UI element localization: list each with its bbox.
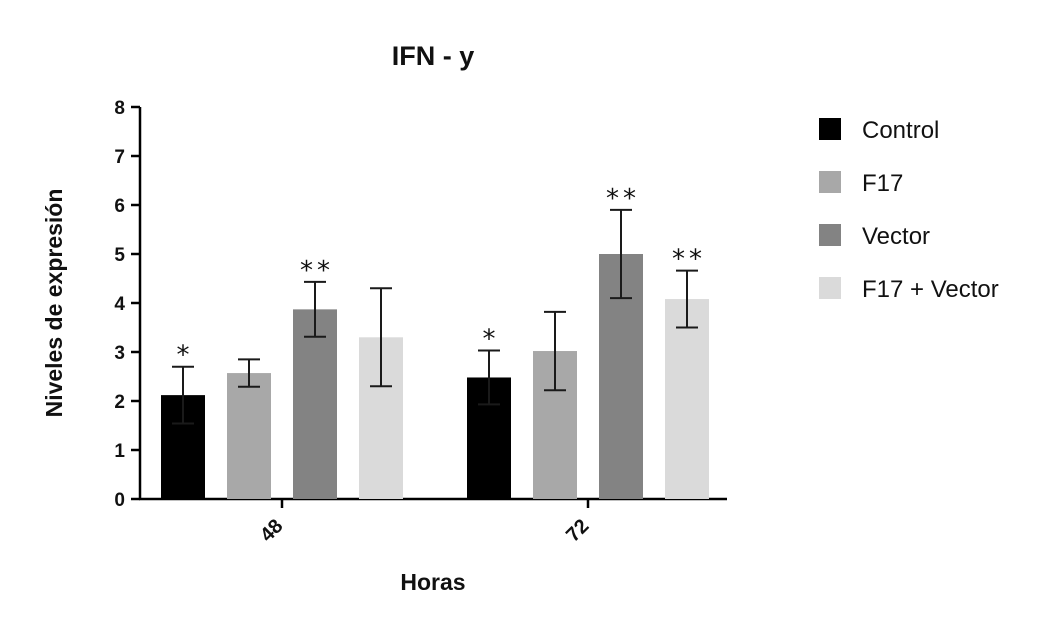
significance-marker: * [483, 325, 500, 355]
x-tick-label: 48 [256, 515, 287, 546]
legend-swatch [819, 224, 841, 246]
bars-group: ******** [161, 184, 709, 499]
legend: Control F17 Vector F17 + Vector [819, 117, 999, 303]
bar [665, 299, 709, 499]
x-tick-label: 72 [562, 515, 593, 546]
x-axis-label: Horas [400, 569, 465, 595]
y-tick-label: 3 [114, 343, 125, 364]
y-axis-ticks: 0 1 2 3 4 5 6 7 8 [114, 98, 140, 511]
significance-marker: * [177, 341, 194, 371]
legend-label: Vector [862, 223, 930, 250]
y-tick-label: 2 [114, 392, 125, 413]
y-tick-label: 5 [114, 245, 125, 266]
y-tick-label: 1 [114, 441, 125, 462]
legend-swatch [819, 277, 841, 299]
y-tick-label: 8 [114, 98, 125, 119]
significance-marker: ** [672, 245, 706, 275]
y-tick-label: 7 [114, 147, 125, 168]
bar [293, 309, 337, 499]
y-axis-label: Niveles de expresión [41, 189, 67, 418]
significance-marker: ** [300, 256, 334, 286]
legend-label: Control [862, 117, 939, 144]
y-tick-label: 4 [114, 294, 125, 315]
y-tick-label: 6 [114, 196, 125, 217]
significance-marker: ** [606, 184, 640, 214]
y-tick-label: 0 [114, 490, 125, 511]
bar [227, 373, 271, 499]
legend-swatch [819, 171, 841, 193]
legend-label: F17 + Vector [862, 276, 999, 303]
legend-swatch [819, 118, 841, 140]
legend-label: F17 [862, 170, 903, 197]
chart-title: IFN - y [392, 41, 475, 71]
x-axis-ticks: 48 72 [256, 499, 593, 546]
